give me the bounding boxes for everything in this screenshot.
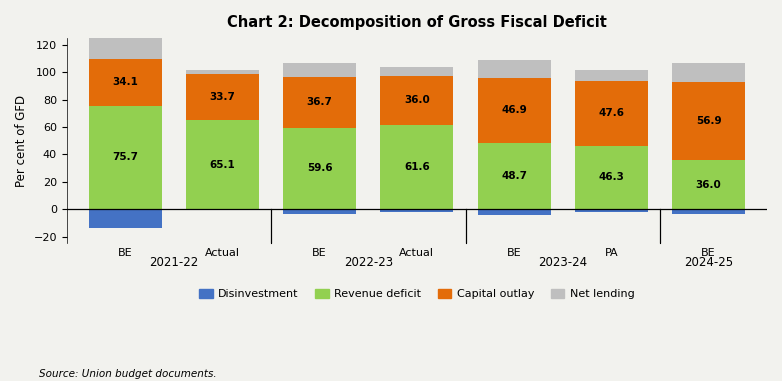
Text: 36.0: 36.0 [696, 179, 722, 189]
Bar [380, 75, 454, 125]
Text: 46.3: 46.3 [598, 173, 624, 182]
Bar [478, 78, 551, 142]
Text: 2024-25: 2024-25 [684, 256, 734, 269]
Text: 56.9: 56.9 [696, 116, 722, 126]
Text: 65.1: 65.1 [210, 160, 235, 170]
Text: 36.0: 36.0 [404, 95, 430, 105]
Text: 46.9: 46.9 [501, 106, 527, 115]
Bar [283, 77, 356, 128]
Bar [478, 209, 551, 215]
Bar [575, 209, 647, 212]
Bar [673, 82, 745, 160]
Text: Source: Union budget documents.: Source: Union budget documents. [39, 369, 217, 379]
Text: 2023-24: 2023-24 [538, 256, 587, 269]
Bar [88, 38, 162, 59]
Bar [380, 125, 454, 209]
Text: 2022-23: 2022-23 [344, 256, 393, 269]
Bar [380, 67, 454, 75]
Bar [186, 70, 259, 74]
Bar [673, 209, 745, 214]
Text: 34.1: 34.1 [112, 77, 138, 87]
Text: 48.7: 48.7 [501, 171, 527, 181]
Bar [88, 59, 162, 106]
Bar [575, 81, 647, 146]
Bar [88, 209, 162, 228]
Bar [186, 209, 259, 210]
Bar [283, 209, 356, 214]
Bar [283, 128, 356, 209]
Legend: Disinvestment, Revenue deficit, Capital outlay, Net lending: Disinvestment, Revenue deficit, Capital … [195, 284, 639, 304]
Title: Chart 2: Decomposition of Gross Fiscal Deficit: Chart 2: Decomposition of Gross Fiscal D… [227, 15, 607, 30]
Text: 59.6: 59.6 [307, 163, 332, 173]
Bar [478, 142, 551, 209]
Bar [673, 63, 745, 82]
Text: 47.6: 47.6 [598, 108, 624, 118]
Text: 61.6: 61.6 [404, 162, 430, 172]
Bar [673, 160, 745, 209]
Text: 33.7: 33.7 [210, 92, 235, 102]
Text: 75.7: 75.7 [112, 152, 138, 162]
Bar [575, 70, 647, 81]
Bar [283, 63, 356, 77]
Bar [88, 106, 162, 209]
Text: 2021-22: 2021-22 [149, 256, 199, 269]
Bar [380, 209, 454, 212]
Bar [186, 74, 259, 120]
Bar [478, 60, 551, 78]
Y-axis label: Per cent of GFD: Per cent of GFD [15, 95, 28, 187]
Text: 36.7: 36.7 [307, 98, 332, 107]
Bar [575, 146, 647, 209]
Bar [186, 120, 259, 209]
